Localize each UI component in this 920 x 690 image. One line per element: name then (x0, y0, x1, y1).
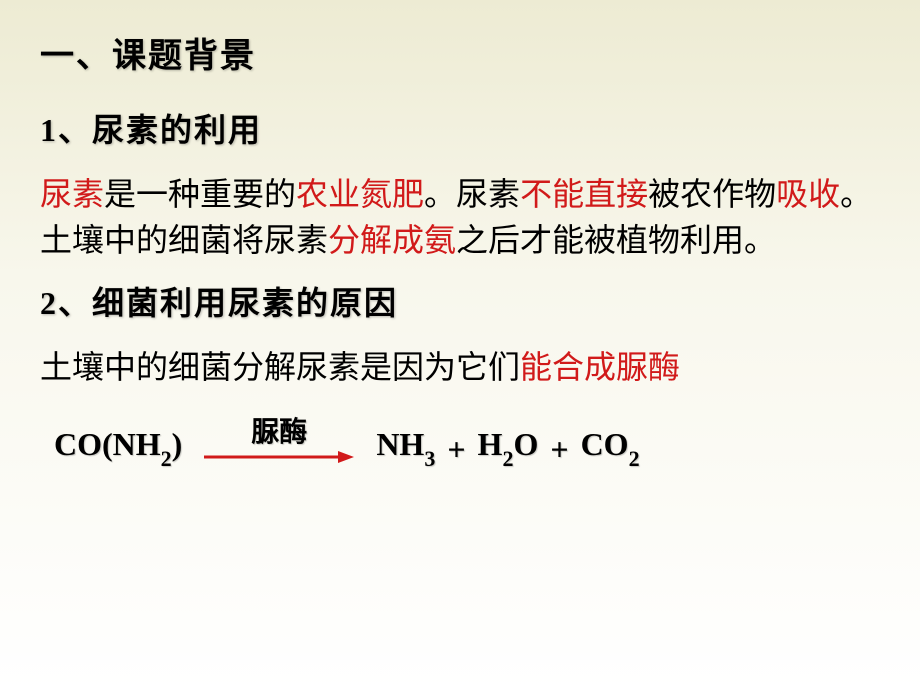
paragraph-2: 土壤中的细菌分解尿素是因为它们能合成脲酶 (40, 344, 880, 390)
reactant-tail: ) (172, 426, 183, 462)
reaction-formula: CO(NH2) 脲酶 NH3 + H2O + CO2 (50, 412, 880, 468)
arrow-label: 脲酶 (251, 410, 307, 450)
para1-part-3: 。尿素 (424, 176, 520, 212)
para2-part-1: 能合成脲酶 (520, 349, 680, 385)
p3-main: CO (581, 426, 629, 462)
reactant-main: CO(NH (54, 426, 161, 462)
p2-tail: O (513, 426, 538, 462)
p3-sub: 2 (629, 446, 640, 471)
para1-part-9: 之后才能被植物利用。 (456, 222, 776, 258)
para1-part-5: 被农作物 (648, 176, 776, 212)
para1-part-1: 是一种重要的 (104, 176, 296, 212)
paragraph-1: 尿素是一种重要的农业氮肥。尿素不能直接被农作物吸收。土壤中的细菌将尿素分解成氨之… (40, 171, 880, 264)
slide-container: 一、课题背景 1、尿素的利用 尿素是一种重要的农业氮肥。尿素不能直接被农作物吸收… (0, 0, 920, 488)
product-co2: CO2 (581, 426, 640, 468)
item1-title: 1、尿素的利用 (40, 105, 880, 151)
section-title: 一、课题背景 (40, 28, 880, 77)
para1-part-4: 不能直接 (520, 176, 648, 212)
product-h2o: H2O (478, 426, 539, 468)
plus-1: + (447, 431, 465, 468)
reactant: CO(NH2) (54, 426, 182, 468)
para1-part-2: 农业氮肥 (296, 176, 424, 212)
plus-2: + (550, 431, 568, 468)
p2-sub: 2 (502, 446, 513, 471)
item2-title: 2、细菌利用尿素的原因 (40, 278, 880, 324)
para1-part-0: 尿素 (40, 176, 104, 212)
product-nh3: NH3 (376, 426, 435, 468)
para1-part-6: 吸收 (776, 176, 840, 212)
reactant-sub: 2 (161, 446, 172, 471)
reaction-arrow: 脲酶 (204, 410, 354, 466)
p1-main: NH (376, 426, 424, 462)
p1-sub: 3 (424, 446, 435, 471)
para1-part-8: 分解成氨 (328, 222, 456, 258)
p2-main: H (478, 426, 503, 462)
para2-part-0: 土壤中的细菌分解尿素是因为它们 (40, 349, 520, 385)
arrow-icon (204, 448, 354, 466)
